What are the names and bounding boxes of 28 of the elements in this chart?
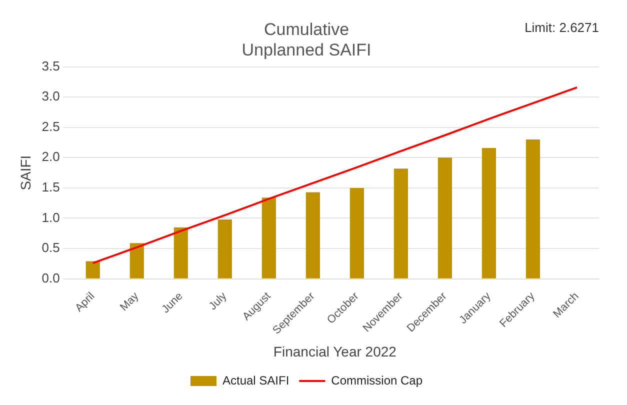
bar [482,148,496,278]
x-axis-title: Financial Year 2022 [273,343,397,360]
y-tick-label: 2.0 [42,149,60,164]
bar [262,198,276,278]
bar [350,188,364,278]
bar [174,227,188,278]
y-tick-label: 1.5 [42,180,60,195]
x-tick-label: July [206,290,230,313]
x-tick-label: June [160,290,186,316]
bar [218,219,232,278]
y-tick-label: 0.5 [42,240,60,256]
y-axis-title: SAIFI [17,155,34,190]
y-tick-label: 2.5 [42,118,60,134]
y-tick-label: 3.5 [42,58,60,74]
bar [130,243,144,278]
bar [438,158,452,278]
bar [86,261,100,278]
y-tick-label: 0.0 [42,270,60,286]
text: Limit: 2.6271 [524,20,599,36]
y-tick-label: 1.0 [42,210,60,225]
y-tick-label: 3.0 [42,88,60,104]
legend-label: Commission Cap [331,373,423,388]
chart-title: Cumulative Unplanned SAIFI [242,20,372,60]
legend-label: Actual SAIFI [222,373,290,388]
x-tick-label: May [118,290,142,314]
bar [306,192,320,278]
bar [526,139,540,278]
bar [394,168,408,278]
